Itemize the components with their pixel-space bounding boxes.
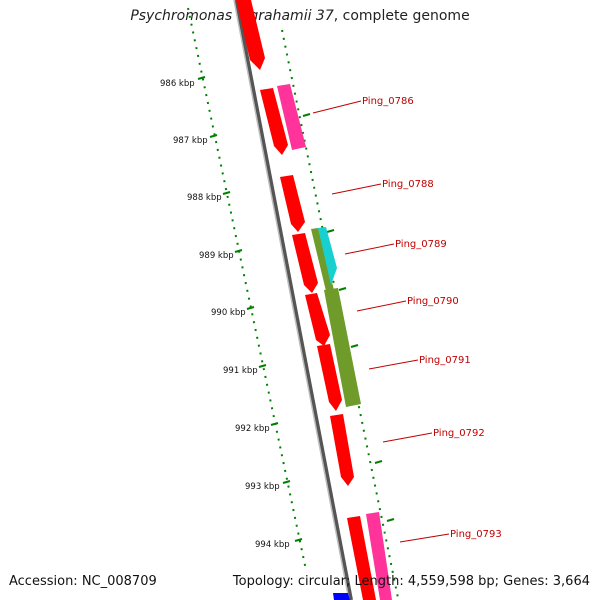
cds-arrow[interactable] — [260, 88, 288, 155]
cds-arrow[interactable] — [330, 414, 354, 486]
cds-arrow[interactable] — [305, 293, 330, 346]
cds-arrow[interactable] — [324, 288, 361, 407]
blue-feature[interactable] — [333, 593, 350, 600]
kbp-label-992: 992 kbp — [235, 424, 270, 434]
cds-features — [236, 0, 392, 600]
gene-label-ping-0792[interactable]: Ping_0792 — [433, 428, 485, 439]
gene-label-ping-0790[interactable]: Ping_0790 — [407, 296, 459, 307]
backbone-highlight — [233, 0, 350, 600]
cds-arrow[interactable] — [318, 227, 337, 285]
cds-arrow[interactable] — [347, 516, 376, 600]
title-suffix: , complete genome — [333, 8, 470, 24]
kbp-label-990: 990 kbp — [211, 308, 246, 318]
kbp-label-991: 991 kbp — [223, 366, 258, 376]
kbp-label-989: 989 kbp — [199, 251, 234, 261]
kbp-label-988: 988 kbp — [187, 193, 222, 203]
cds-arrow[interactable] — [311, 228, 334, 291]
kbp-label-993: 993 kbp — [245, 482, 280, 492]
track-ticks — [302, 113, 395, 522]
cds-arrow[interactable] — [366, 512, 392, 600]
map-title: Psychromonas ingrahamii 37, complete gen… — [0, 8, 600, 24]
cds-arrow[interactable] — [236, 0, 265, 70]
cds-arrow[interactable] — [292, 233, 318, 293]
gene-label-ping-0789[interactable]: Ping_0789 — [395, 239, 447, 250]
kbp-label-987: 987 kbp — [173, 136, 208, 146]
cds-arrow[interactable] — [277, 84, 306, 150]
genome-summary-text: Topology: circular; Length: 4,559,598 bp… — [232, 574, 590, 589]
kbp-ticks — [197, 76, 303, 542]
accession-text: Accession: NC_008709 — [9, 574, 157, 589]
gene-label-ping-0791[interactable]: Ping_0791 — [419, 355, 471, 366]
gene-label-ping-0793[interactable]: Ping_0793 — [450, 529, 502, 540]
kbp-label-994: 994 kbp — [255, 540, 290, 550]
cds-arrow[interactable] — [317, 344, 342, 411]
kbp-label-986: 986 kbp — [160, 79, 195, 89]
gene-label-ping-0786[interactable]: Ping_0786 — [362, 96, 414, 107]
backbone-line — [234, 0, 353, 600]
gene-label-lines — [312, 100, 450, 543]
cds-arrow[interactable] — [280, 175, 305, 232]
organism-name: Psychromonas ingrahamii 37 — [130, 8, 334, 24]
gene-label-ping-0788[interactable]: Ping_0788 — [382, 179, 434, 190]
